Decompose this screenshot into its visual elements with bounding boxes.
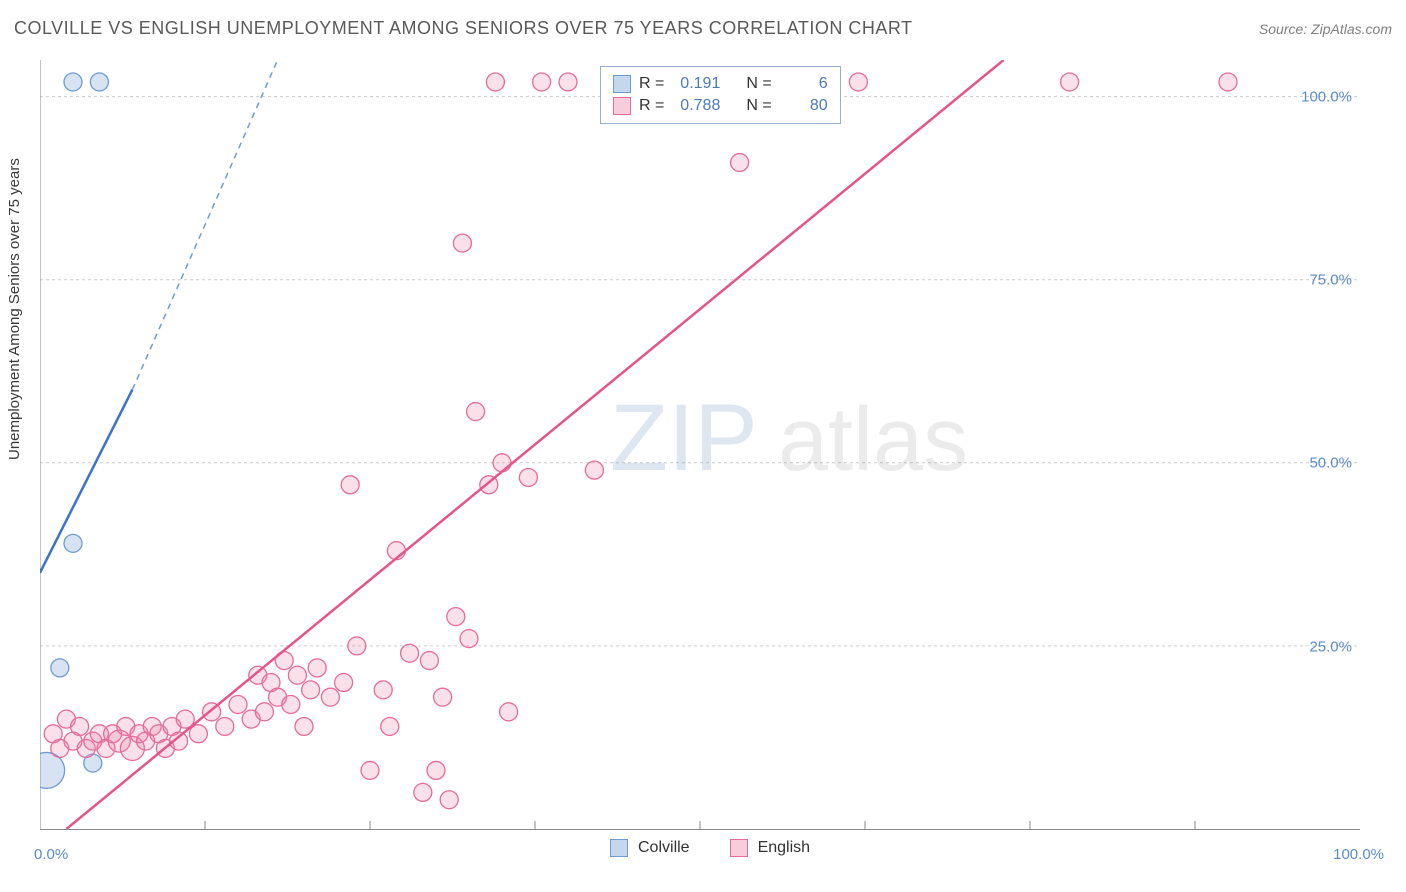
y-tick-75: 75.0%: [1309, 272, 1352, 289]
chart-source: Source: ZipAtlas.com: [1259, 21, 1392, 37]
y-tick-25: 25.0%: [1309, 638, 1352, 655]
n-value-english: 80: [780, 97, 828, 115]
swatch-colville: [613, 75, 631, 93]
stats-row-colville: R = 0.191 N = 6: [613, 73, 828, 95]
x-tick-0: 0.0%: [34, 846, 68, 863]
y-tick-100: 100.0%: [1301, 88, 1352, 105]
legend-swatch-english: [730, 839, 748, 857]
svg-text:ZIP: ZIP: [610, 385, 758, 491]
n-value-colville: 6: [780, 75, 828, 93]
legend-label-colville: Colville: [638, 839, 690, 857]
r-value-colville: 0.191: [672, 75, 720, 93]
x-tick-1: 100.0%: [1333, 846, 1384, 863]
correlation-stats-box: R = 0.191 N = 6 R = 0.788 N = 80: [600, 66, 841, 124]
bottom-legend: Colville English: [610, 839, 840, 857]
plot-area: ZIP atlas R = 0.191 N = 6 R = 0.788 N = …: [40, 60, 1360, 830]
legend-label-english: English: [758, 839, 810, 857]
stats-row-english: R = 0.788 N = 80: [613, 95, 828, 117]
swatch-english: [613, 97, 631, 115]
svg-text:atlas: atlas: [778, 390, 968, 490]
chart-header: COLVILLE VS ENGLISH UNEMPLOYMENT AMONG S…: [14, 18, 1392, 39]
n-label: N =: [746, 75, 771, 93]
watermark: ZIP atlas: [610, 380, 1110, 500]
chart-title: COLVILLE VS ENGLISH UNEMPLOYMENT AMONG S…: [14, 18, 913, 39]
legend-swatch-colville: [610, 839, 628, 857]
r-value-english: 0.788: [672, 97, 720, 115]
r-label: R =: [639, 75, 664, 93]
y-tick-50: 50.0%: [1309, 455, 1352, 472]
r-label-2: R =: [639, 97, 664, 115]
n-label-2: N =: [746, 97, 771, 115]
y-axis-label: Unemployment Among Seniors over 75 years: [6, 158, 23, 460]
